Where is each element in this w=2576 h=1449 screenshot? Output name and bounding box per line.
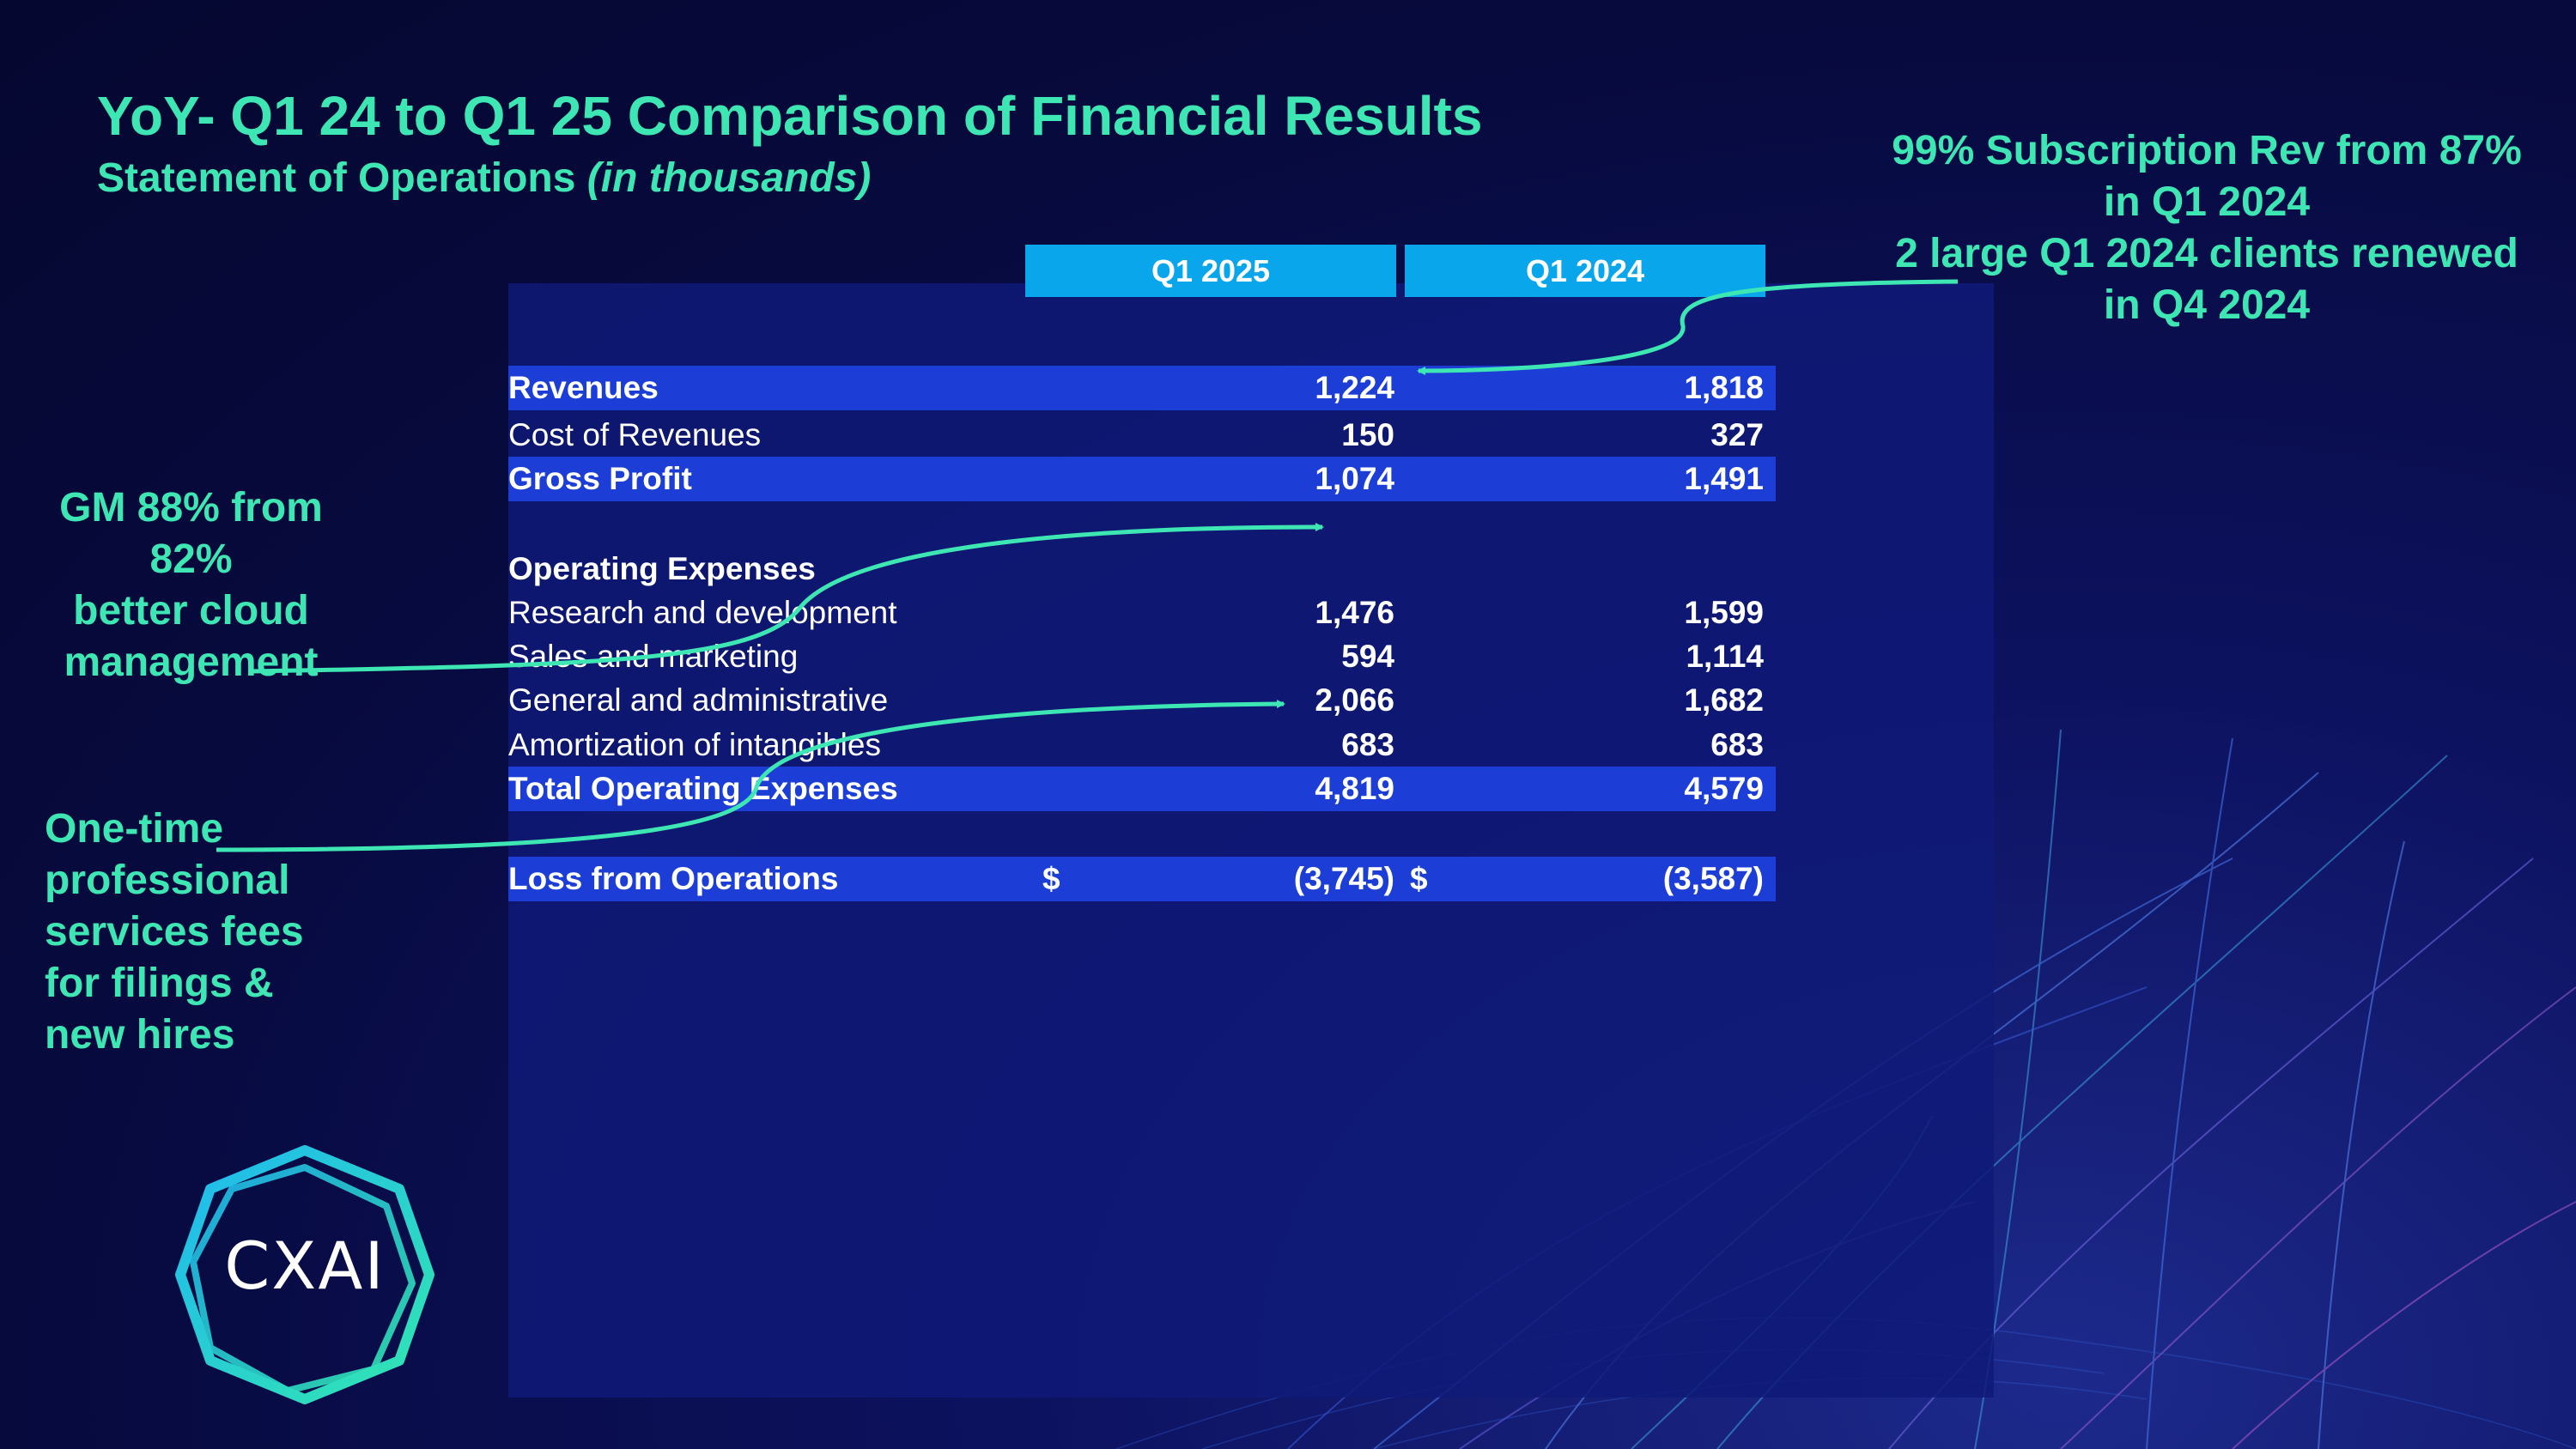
currency-symbol-q1-2024: $ <box>1410 861 1428 896</box>
row-label: Revenues <box>508 370 659 405</box>
value-q1-2025: 1,074 <box>1315 461 1394 496</box>
note-line: professional <box>45 858 290 903</box>
row-label: General and administrative <box>508 682 889 718</box>
row-cost-of-revenues: Cost of Revenues 150 327 <box>508 413 1776 458</box>
page-title: YoY- Q1 24 to Q1 25 Comparison of Financ… <box>97 85 1483 147</box>
note-line: new hires <box>45 1012 235 1058</box>
value-q1-2024: 1,818 <box>1684 370 1764 405</box>
note-line: One-time <box>45 806 224 852</box>
value-q1-2024: 1,599 <box>1684 595 1764 630</box>
currency-symbol-q1-2025: $ <box>1042 861 1060 896</box>
row-sales: Sales and marketing 594 1,114 <box>508 634 1776 679</box>
value-q1-2025: 594 <box>1341 639 1394 674</box>
note-line: in Q1 2024 <box>2103 179 2311 225</box>
row-general: General and administrative 2,066 1,682 <box>508 678 1776 723</box>
row-revenues: Revenues 1,224 1,818 <box>508 366 1776 410</box>
row-research: Research and development 1,476 1,599 <box>508 591 1776 635</box>
value-q1-2025: 1,224 <box>1315 370 1394 405</box>
value-q1-2024: 683 <box>1710 727 1764 762</box>
section-heading: Operating Expenses <box>508 551 816 586</box>
row-label: Amortization of intangibles <box>508 727 881 762</box>
page-subtitle: Statement of Operations (in thousands) <box>97 155 871 202</box>
note-line: 82% <box>149 537 233 582</box>
row-label: Total Operating Expenses <box>508 771 898 806</box>
subscription-note: 99% Subscription Rev from 87% in Q1 2024… <box>1846 125 2567 331</box>
value-q1-2024: (3,587) <box>1662 861 1764 896</box>
value-q1-2024: 1,114 <box>1686 639 1764 674</box>
row-amortization: Amortization of intangibles 683 683 <box>508 723 1776 767</box>
one-time-fees-note: One-time professional services fees for … <box>45 803 388 1061</box>
row-operating-expenses-heading: Operating Expenses <box>508 547 1776 591</box>
value-q1-2025: 1,476 <box>1315 595 1394 630</box>
row-loss-from-operations: Loss from Operations $ (3,745) $ (3,587) <box>508 857 1776 901</box>
row-label: Cost of Revenues <box>508 417 762 452</box>
value-q1-2024: 4,579 <box>1684 771 1764 806</box>
value-q1-2024: 327 <box>1710 417 1764 452</box>
value-q1-2024: 1,491 <box>1684 461 1764 496</box>
note-line: for filings & <box>45 961 274 1006</box>
value-q1-2025: 150 <box>1341 417 1394 452</box>
row-label: Sales and marketing <box>508 639 799 674</box>
cxai-logo <box>175 1145 434 1404</box>
gross-margin-note: GM 88% from 82% better cloud management <box>26 482 356 688</box>
value-q1-2025: 683 <box>1341 727 1394 762</box>
value-q1-2024: 1,682 <box>1684 682 1764 718</box>
value-q1-2025: (3,745) <box>1293 861 1394 896</box>
value-q1-2025: 2,066 <box>1315 682 1394 718</box>
row-total-operating-expenses: Total Operating Expenses 4,819 4,579 <box>508 767 1776 811</box>
column-header-q1-2024: Q1 2024 <box>1405 245 1765 297</box>
logo-text: CXAI <box>224 1228 386 1304</box>
row-label: Gross Profit <box>508 461 692 496</box>
note-line: better cloud <box>73 588 309 634</box>
row-label: Loss from Operations <box>508 861 839 896</box>
note-line: 2 large Q1 2024 clients renewed <box>1895 231 2518 276</box>
note-line: services fees <box>45 909 304 955</box>
row-gross-profit: Gross Profit 1,074 1,491 <box>508 457 1776 501</box>
column-header-q1-2025: Q1 2025 <box>1025 245 1396 297</box>
subtitle-units: (in thousands) <box>586 155 872 201</box>
row-label: Research and development <box>508 595 897 630</box>
note-line: 99% Subscription Rev from 87% <box>1892 128 2522 173</box>
note-line: GM 88% from <box>59 485 323 530</box>
note-line: management <box>64 640 319 685</box>
subtitle-main: Statement of Operations <box>97 155 576 201</box>
value-q1-2025: 4,819 <box>1315 771 1394 806</box>
note-line: in Q4 2024 <box>2103 282 2311 328</box>
